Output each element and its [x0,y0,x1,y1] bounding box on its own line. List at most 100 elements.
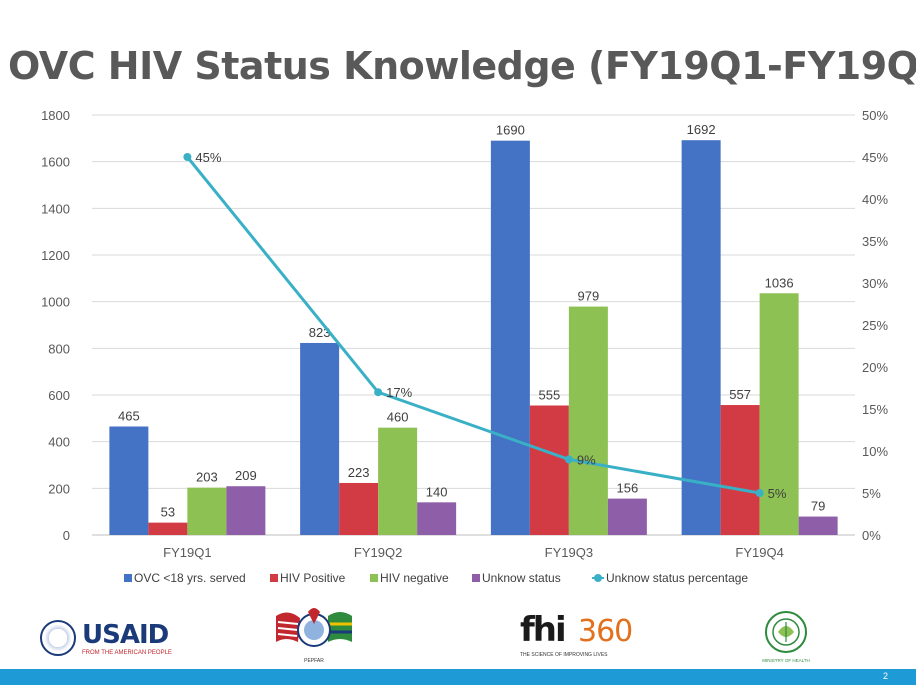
usaid-seal-icon [40,620,76,656]
left-axis-tick-label: 1800 [41,108,70,123]
usaid-tagline: FROM THE AMERICAN PEOPLE [82,650,172,656]
legend-swatch [370,574,378,582]
fhi360-logo: fhi 360 THE SCIENCE OF IMPROVING LIVES [520,610,633,662]
legend-label: HIV negative [380,571,449,585]
footer-bar: 2 [0,669,916,685]
left-axis-tick-label: 1000 [41,295,70,310]
legend-swatch [472,574,480,582]
bar-data-label: 1692 [687,122,716,137]
left-axis-tick-label: 600 [48,388,70,403]
partner-logos: USAID FROM THE AMERICAN PEOPLE PEPFAR fh… [0,600,916,670]
percentage-line: 45% 17% 9% 5% [183,150,787,501]
bar [300,342,340,535]
gridlines [92,114,855,536]
bar [378,427,418,535]
percentage-point [374,388,383,397]
percentage-data-label: 17% [386,385,412,400]
percentage-data-label: 45% [195,150,221,165]
slide-title: OVC HIV Status Knowledge (FY19Q1-FY19Q4) [8,44,916,88]
right-axis-tick-label: 15% [862,402,888,417]
bar-data-label: 209 [235,468,257,483]
right-axis-tick-label: 10% [862,444,888,459]
moh-caption: MINISTRY OF HEALTH [762,658,810,663]
percentage-data-label: 9% [577,452,596,467]
legend-swatch [124,574,132,582]
left-axis-tick-label: 400 [48,435,70,450]
bar [568,306,608,535]
bar [148,522,188,535]
pepfar-caption: PEPFAR [304,658,324,664]
percentage-data-label: 5% [768,486,787,501]
bar-data-label: 223 [348,465,370,480]
right-axis-tick-label: 5% [862,486,881,501]
percentage-point [755,489,764,497]
legend-label: Unknow status percentage [606,571,748,585]
left-axis-tick-label: 1600 [41,155,70,170]
usaid-wordmark: USAID [82,620,169,650]
bar [607,498,647,535]
left-axis-tick-label: 1400 [41,201,70,216]
bar-data-label: 460 [387,410,409,425]
bar-data-label: 1036 [765,275,794,290]
bar-data-label: 465 [118,409,140,424]
legend-swatch-marker [594,574,602,582]
right-axis-tick-label: 25% [862,318,888,333]
bar-data-label: 555 [539,388,561,403]
right-axis: 0% 5% 10% 15% 20% 25% 30% 35% 40% 45% 50% [862,108,888,543]
usaid-logo: USAID FROM THE AMERICAN PEOPLE [40,618,172,660]
bars [109,140,838,535]
category-label: FY19Q3 [545,545,593,560]
bar-data-label: 979 [578,289,600,304]
bar-data-label: 156 [617,481,639,496]
bar-data-label: 79 [811,499,825,514]
left-axis-tick-label: 200 [48,481,70,496]
fhi-wordmark: fhi [520,610,567,650]
percentage-line-path [186,156,760,495]
bar-data-label: 1690 [496,123,525,138]
right-axis-tick-label: 45% [862,150,888,165]
legend-label: HIV Positive [280,571,346,585]
legend-swatch [270,574,278,582]
right-axis-tick-label: 20% [862,360,888,375]
left-axis-tick-label: 800 [48,341,70,356]
right-axis-tick-label: 30% [862,276,888,291]
ovc-hiv-status-chart: 0 200 400 600 800 1000 1200 1400 1600 1800 0% 5% 10… [41,108,888,585]
left-axis-tick-label: 0 [63,528,70,543]
bar [759,293,799,535]
bar [681,140,721,535]
bar-data-label: 557 [729,387,751,402]
bar [720,405,760,535]
ministry-of-health-seal: MINISTRY OF HEALTH [762,611,810,663]
bar [226,486,266,535]
bar-data-label: 203 [196,470,218,485]
fhi-tagline: THE SCIENCE OF IMPROVING LIVES [520,652,608,658]
percentage-point [564,455,573,464]
bar-data-label: 140 [426,484,448,499]
right-axis-tick-label: 0% [862,528,881,543]
category-label: FY19Q1 [163,545,211,560]
right-axis-tick-label: 35% [862,234,888,249]
percentage-point [183,153,192,161]
page-number: 2 [882,671,888,681]
right-axis-tick-label: 40% [862,192,888,207]
category-labels: FY19Q1 FY19Q2 FY19Q3 FY19Q4 [163,545,784,560]
bar [529,405,569,535]
bar [187,487,227,535]
category-label: FY19Q4 [735,545,783,560]
bar [417,502,457,535]
right-axis-tick-label: 50% [862,108,888,123]
fhi-number: 360 [578,614,633,649]
bar [109,426,149,535]
category-label: FY19Q2 [354,545,402,560]
bar [798,516,838,535]
pepfar-logo: PEPFAR [276,608,352,664]
legend-label: OVC <18 yrs. served [134,571,246,585]
bar-data-label: 53 [161,505,175,520]
chart-legend: OVC <18 yrs. served HIV Positive HIV negat… [124,571,748,585]
bar [490,140,530,535]
bar [339,482,379,535]
left-axis-tick-label: 1200 [41,248,70,263]
legend-label: Unknow status [482,571,561,585]
left-axis: 0 200 400 600 800 1000 1200 1400 1600 1800 [41,108,70,543]
